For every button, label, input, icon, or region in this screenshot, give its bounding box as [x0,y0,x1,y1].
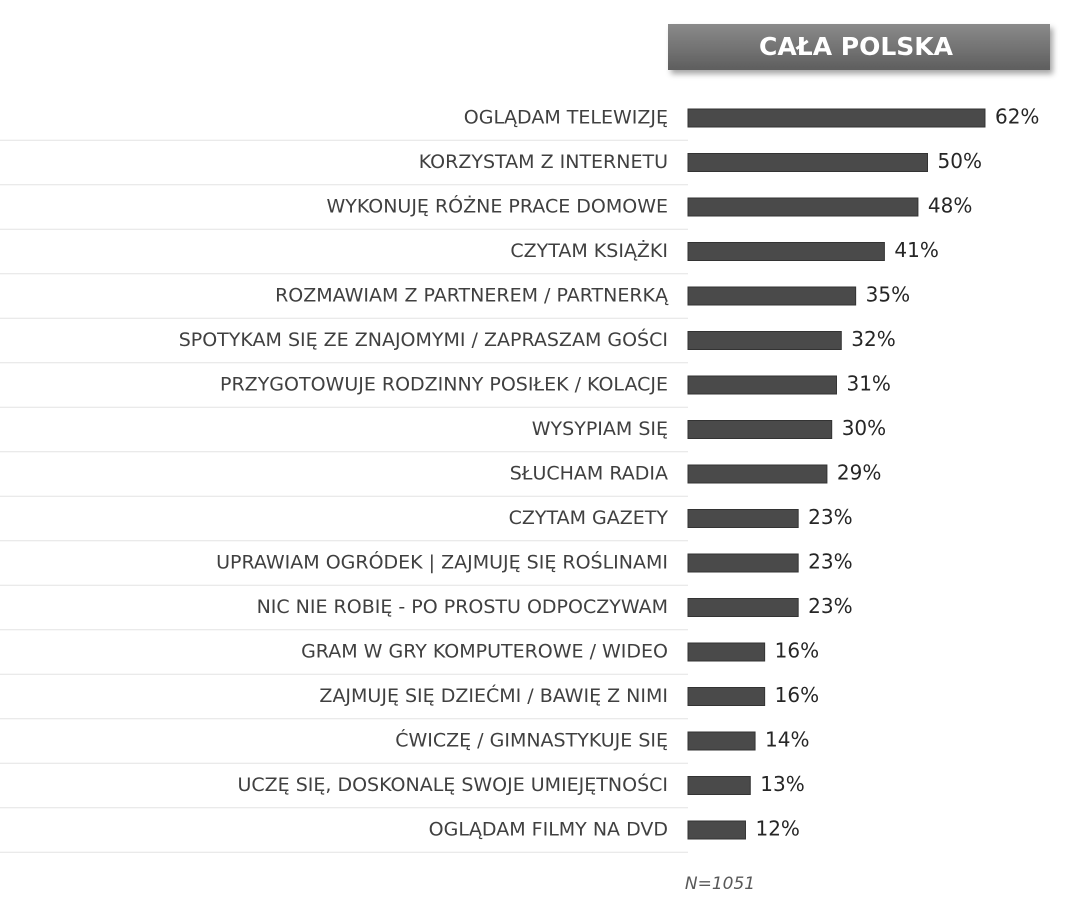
bar [687,598,799,617]
category-label: ZAJMUJĘ SIĘ DZIEĆMI / BAWIĘ Z NIMI [319,683,668,707]
bar [687,464,828,484]
category-label: WYSYPIAM SIĘ [532,418,668,440]
value-label: 23% [808,594,852,618]
value-label: 62% [995,105,1039,129]
bar [687,286,857,306]
value-label: 16% [775,683,819,707]
bar [687,420,833,439]
bar [687,375,837,395]
category-label: NIC NIE ROBIĘ - PO PROSTU ODPOCZYWAM [257,596,668,618]
bar [687,642,766,662]
category-label: GRAM W GRY KOMPUTEROWE / WIDEO [301,641,668,663]
category-label: CZYTAM GAZETY [509,507,669,529]
bar [687,820,746,840]
category-label: ĆWICZĘ / GIMNASTYKUJE SIĘ [395,728,668,752]
category-label: CZYTAM KSIĄŻKI [510,239,668,262]
value-label: 14% [765,728,809,752]
category-label: ROZMAWIAM Z PARTNEREM / PARTNERKĄ [275,285,669,307]
title-box [668,24,1050,70]
bar [687,108,986,128]
category-label: UCZĘ SIĘ, DOSKONALĘ SWOJE UMIEJĘTNOŚCI [237,772,668,796]
value-label: 16% [775,639,819,663]
value-label: 50% [938,149,982,173]
value-label: 29% [837,461,881,485]
value-label: 30% [842,416,886,440]
bar [687,687,766,706]
category-label: SŁUCHAM RADIA [510,463,668,485]
note: N=1051 [685,874,755,893]
category-label: KORZYSTAM Z INTERNETU [419,151,668,173]
bar [687,553,799,573]
category-label: UPRAWIAM OGRÓDEK | ZAJMUJĘ SIĘ ROŚLINAMI [216,550,668,574]
value-label: 13% [760,772,804,796]
value-label: 12% [755,817,799,841]
bar [687,242,885,261]
bar [687,509,799,528]
bar [687,153,928,172]
value-label: 23% [808,550,852,574]
chart-title: CAŁA POLSKA [759,32,954,61]
category-label: OGLĄDAM TELEWIZJĘ [464,107,668,129]
value-label: 32% [851,327,895,351]
value-label: 48% [928,194,972,218]
bar [687,731,756,751]
category-label: PRZYGOTOWUJE RODZINNY POSIŁEK / KOLACJE [220,374,668,396]
category-label: OGLĄDAM FILMY NA DVD [429,819,668,841]
bar [687,197,919,217]
value-label: 23% [808,505,852,529]
category-label: WYKONUJĘ RÓŻNE PRACE DOMOWE [326,194,668,218]
value-label: 35% [866,283,910,307]
value-label: 31% [846,372,890,396]
bar [687,331,842,350]
value-label: 41% [894,238,938,262]
category-label: SPOTYKAM SIĘ ZE ZNAJOMYMI / ZAPRASZAM GO… [179,327,668,351]
bar [687,776,751,795]
